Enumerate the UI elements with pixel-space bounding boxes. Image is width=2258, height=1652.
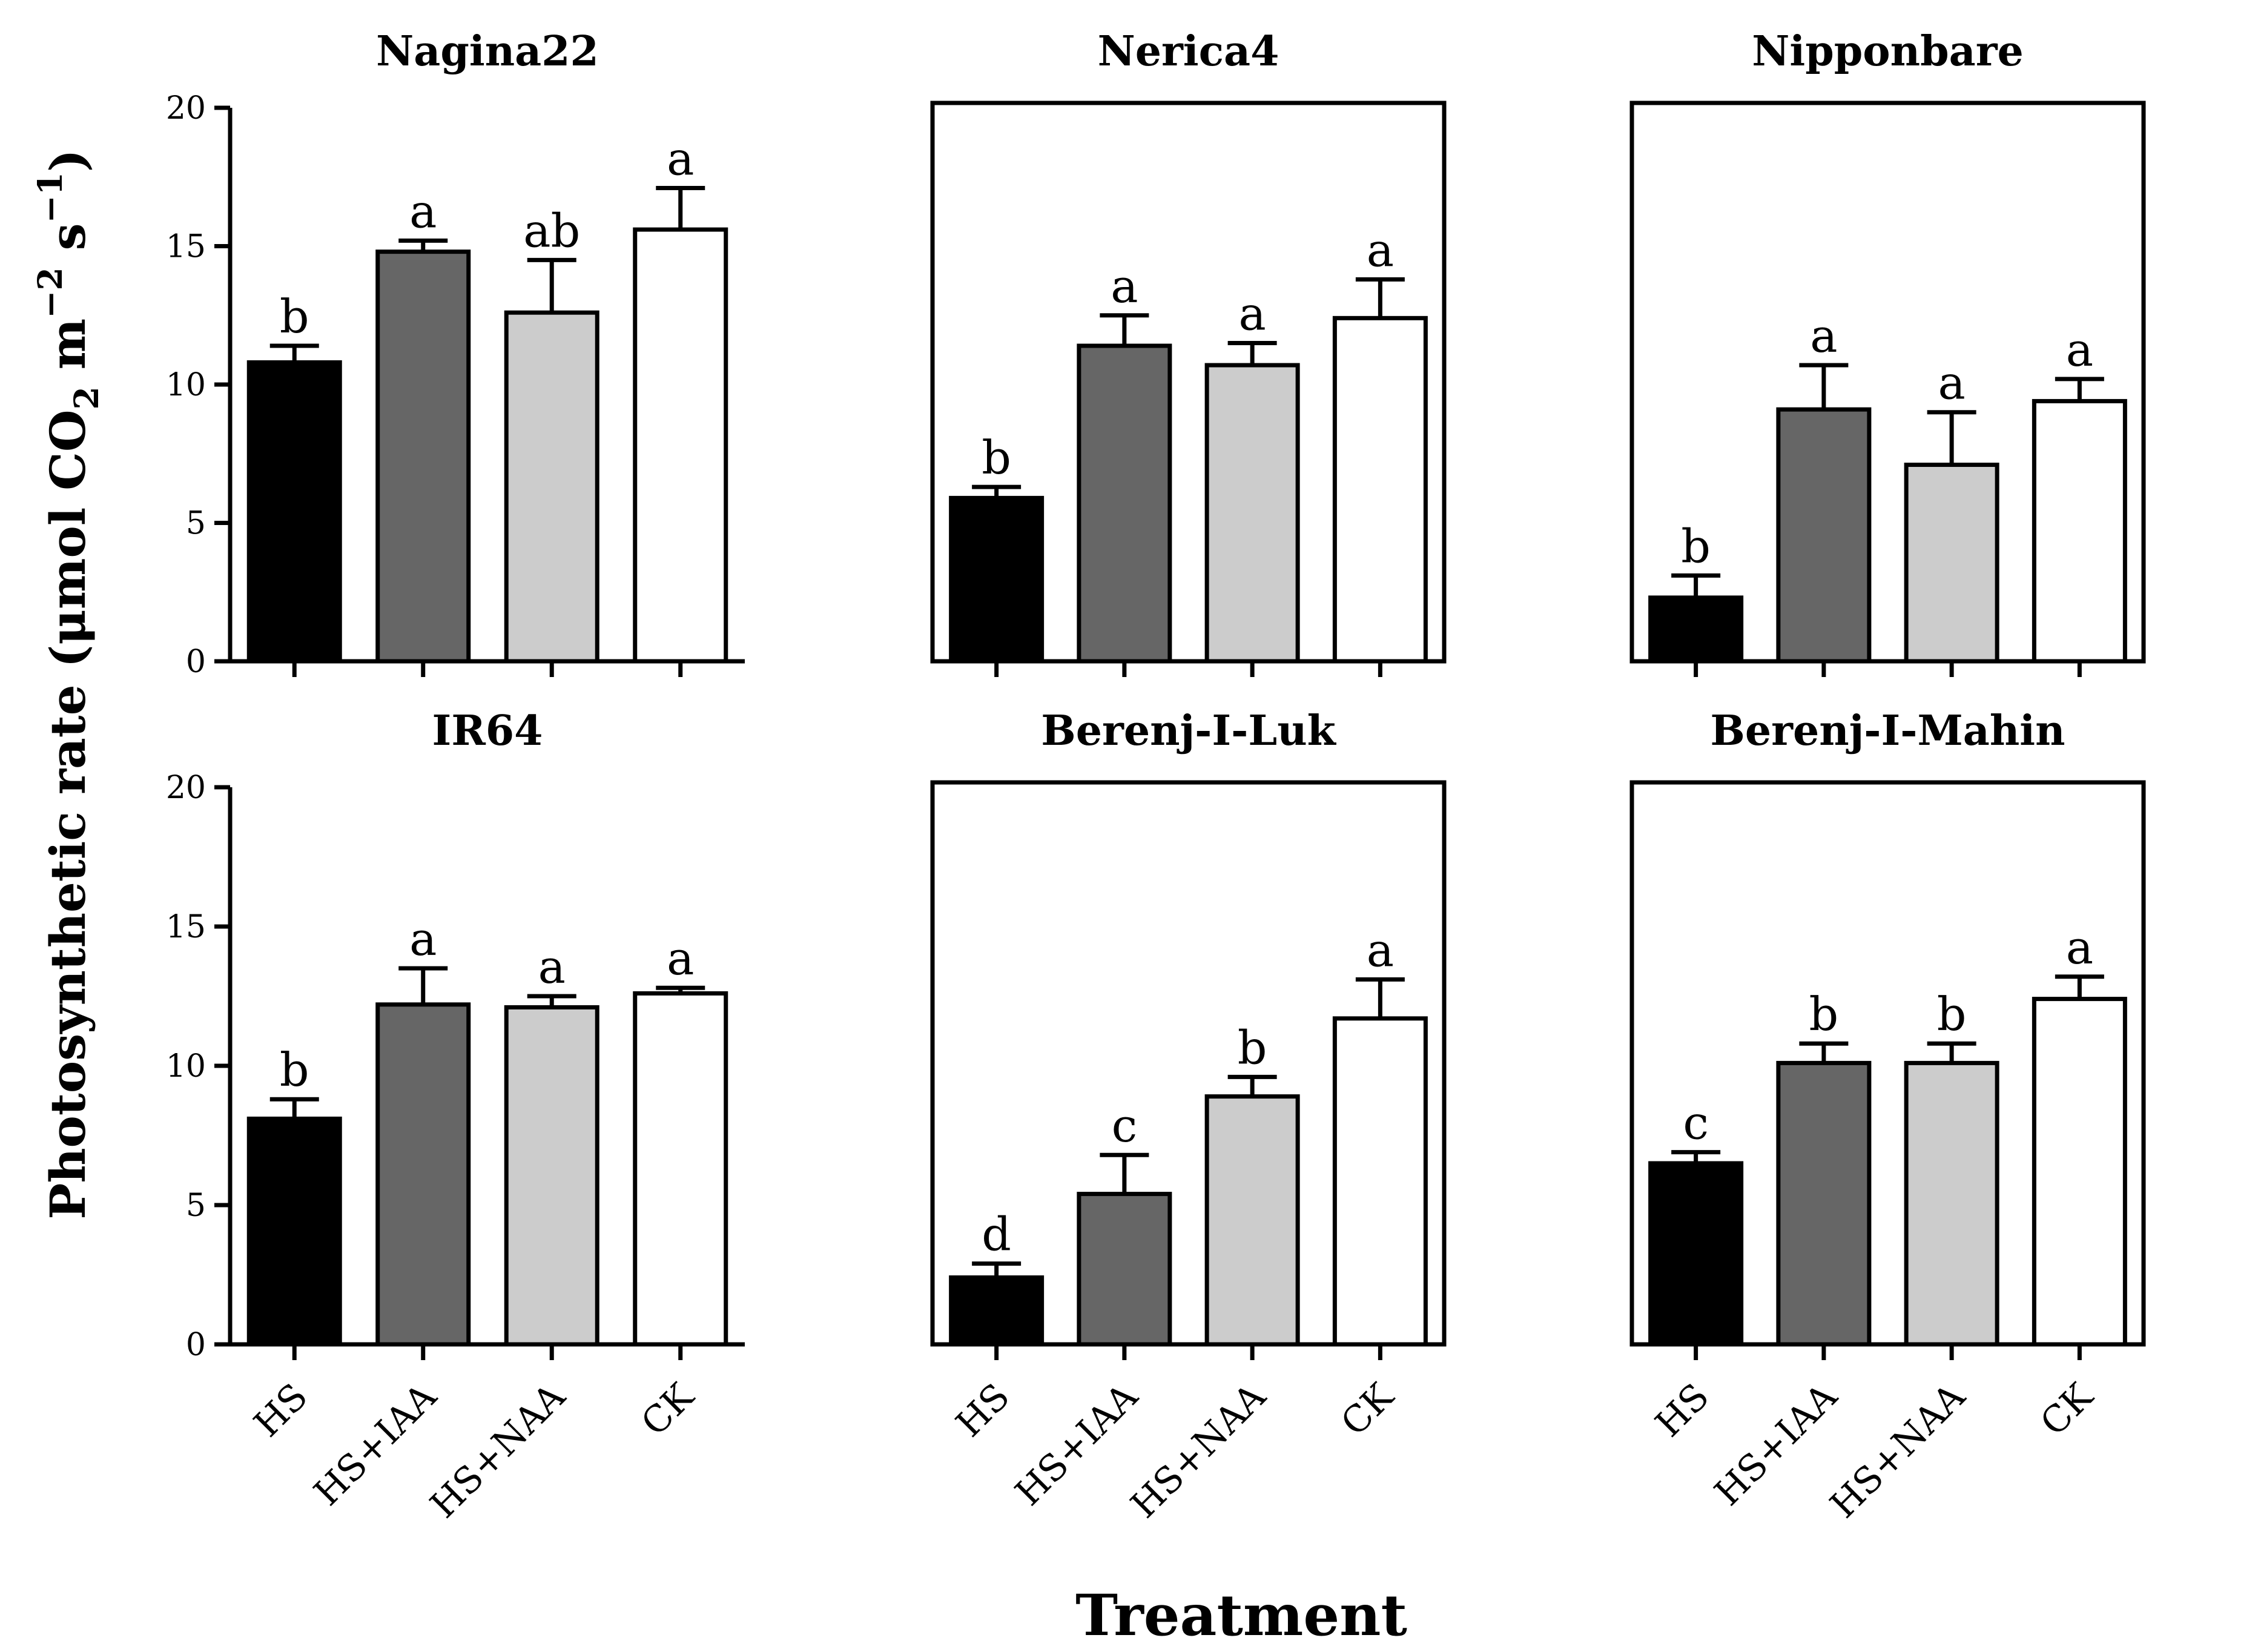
y-tick-label: 10 [166,367,206,403]
bar-hs-iaa [375,1002,471,1347]
panel-title: Nagina22 [376,27,599,76]
y-axis-label: Photosynthetic rate (μmol CO2 m−2 s−1) [30,149,106,1220]
panel-frame [930,780,1447,1347]
bar-hs-iaa [1077,1192,1172,1347]
significance-letter: a [1367,223,1394,277]
significance-letter: b [1809,987,1839,1041]
x-axis-label: Treatment [1075,1582,1407,1649]
y-tick-label: 15 [166,909,206,945]
panel-title: Nerica4 [1098,27,1279,76]
bar-hs-naa [1904,463,1999,664]
panel-title: Nipponbare [1752,27,2024,76]
significance-letter: c [1112,1099,1138,1152]
bar-hs-naa [1204,1094,1300,1347]
panel-frame [930,101,1447,664]
significance-letter: b [1681,519,1711,573]
x-tick-label: HS+NAA [1822,1375,1973,1527]
significance-letter: a [1810,309,1837,363]
bar-hs [949,495,1045,664]
significance-letter: b [1238,1020,1267,1074]
significance-letter: b [280,289,309,343]
y-tick-label: 0 [186,644,206,680]
significance-letter: a [1367,923,1394,977]
bar-ck [1332,1016,1428,1347]
bar-ck [633,227,728,664]
bar-ck [2032,997,2127,1347]
x-tick-label: HS [246,1375,316,1446]
x-tick-label: HS+IAA [306,1375,445,1515]
significance-letter: a [1238,286,1266,340]
significance-letter: a [2066,323,2093,377]
panel-title: IR64 [432,707,543,755]
x-tick-label: HS [948,1375,1018,1446]
panel-nipponbare: Nipponbare b a a a [1629,27,2146,677]
bar-hs-iaa [1077,343,1172,664]
bar-hs-naa [1904,1060,1999,1347]
significance-letter: a [2066,920,2093,974]
y-tick-label: 0 [186,1327,206,1363]
significance-letter: a [538,940,566,994]
y-tick-label: 10 [166,1048,206,1085]
bar-hs [246,360,342,664]
bar-ck [1332,316,1428,664]
significance-letter: a [667,132,694,186]
significance-letter: b [1937,987,1967,1041]
significance-letter: c [1683,1096,1709,1150]
panel-title: Berenj-I-Mahin [1710,707,2065,755]
y-tick-label: 5 [186,1188,206,1224]
significance-letter: b [280,1043,309,1097]
y-axis-label-exponent-2: −1 [30,172,70,223]
y-axis-label-close: ) [39,149,96,172]
bar-ck [633,991,728,1347]
significance-letter: b [982,431,1011,484]
significance-letter: a [1938,356,1965,410]
y-axis-label-subscript: 2 [67,386,106,409]
x-tick-label: CK [1333,1375,1402,1444]
y-tick-label: 5 [186,506,206,542]
significance-letter: a [1111,259,1138,313]
y-axis-label-exponent-1: −2 [30,267,70,318]
significance-letter: ab [523,203,580,257]
bar-hs-iaa [1776,1060,1872,1347]
panel-title: Berenj-I-Luk [1041,707,1336,755]
significance-letter: a [667,931,694,985]
bar-hs-iaa [375,249,471,664]
bar-hs-naa [504,1005,599,1347]
significance-letter: a [409,912,437,966]
x-tick-label: CK [2032,1375,2101,1444]
x-tick-label: HS+NAA [422,1375,573,1527]
bar-ck [2032,398,2127,664]
bar-hs-naa [1204,363,1300,664]
bar-hs [1648,595,1744,664]
panel-ir64: IR64 0 5 10 15 20 b HS a HS+IAA a HS+NAA a CK [166,707,745,1527]
y-tick-label: 20 [166,90,206,127]
y-axis-label-main: Photosynthetic rate (μmol CO [39,409,96,1219]
panel-nerica4: Nerica4 b a a a [930,27,1447,677]
panel-frame [1629,101,2146,664]
x-tick-label: HS [1648,1375,1718,1446]
significance-letter: a [409,184,437,238]
bar-hs [949,1275,1045,1347]
y-axis-label-unit-s: s [39,223,96,267]
bar-hs-naa [504,310,599,664]
panel-frame [1629,780,2146,1347]
significance-letter: d [982,1208,1011,1261]
x-tick-label: HS+NAA [1123,1375,1274,1527]
y-tick-label: 20 [166,770,206,806]
bar-hs-iaa [1776,407,1872,664]
x-tick-label: CK [633,1375,702,1444]
panel-nagina22: Nagina22 0 5 10 15 20 b a ab a [166,27,745,680]
y-axis-label-unit-m: m [39,319,96,387]
bar-hs [1648,1161,1744,1347]
y-tick-label: 15 [166,229,206,265]
bar-hs [246,1116,342,1347]
